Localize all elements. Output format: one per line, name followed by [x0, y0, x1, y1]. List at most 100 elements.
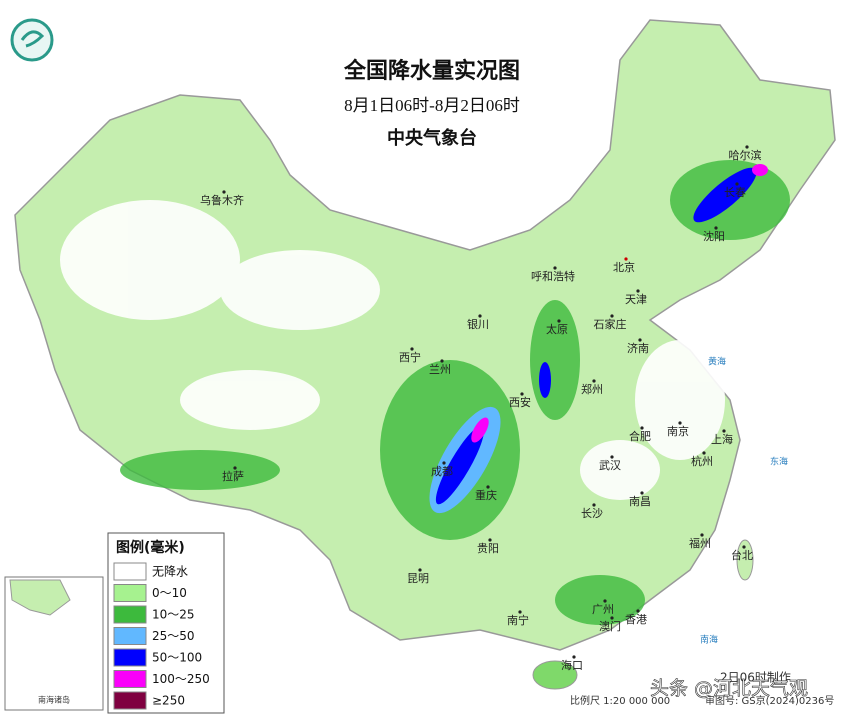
city-label: 银川	[467, 317, 489, 331]
dry-areas	[60, 185, 725, 500]
legend-swatch	[113, 648, 147, 667]
city-label: 南昌	[629, 495, 651, 508]
hainan	[532, 660, 578, 690]
city-dot	[486, 485, 490, 489]
city-label: 成都	[431, 465, 453, 478]
sea-label: 南海	[700, 634, 718, 646]
legend-swatch	[113, 670, 147, 688]
city-label: 西宁	[399, 350, 421, 364]
city-dot	[233, 466, 237, 470]
city-label: 广州	[592, 603, 614, 616]
legend-swatch	[113, 584, 147, 602]
sea-label: 东海	[770, 456, 788, 468]
city-dot	[714, 226, 718, 230]
agency: 中央气象台	[387, 127, 477, 149]
legend-swatch	[113, 562, 147, 581]
city-label: 南宁	[507, 613, 529, 627]
city-label: 北京	[613, 260, 635, 274]
legend-label: 50～100	[152, 651, 202, 665]
city-dot	[442, 461, 446, 465]
inset-land	[9, 579, 71, 616]
city-label: 天津	[625, 293, 647, 306]
city-dot	[418, 568, 422, 572]
city-dot	[640, 491, 644, 495]
inset-label: 南海诸岛	[38, 695, 70, 705]
legend-swatch	[113, 691, 147, 710]
city-label: 郑州	[581, 382, 603, 396]
legend-items: 无降水 0～10 10～25 25～50 50～100 100～250 ≥250	[113, 562, 210, 710]
city-label: 昆明	[407, 572, 429, 585]
legend-swatch	[113, 627, 147, 645]
city-label: 海口	[561, 658, 583, 672]
city-label: 长沙	[581, 507, 603, 520]
city-dot	[478, 314, 482, 318]
made-time: 2日06时制作	[720, 671, 791, 685]
rain-areas	[120, 160, 790, 625]
city-dot	[488, 538, 492, 542]
legend-label: 无降水	[152, 565, 188, 579]
city-dot	[636, 609, 640, 613]
city-dot	[520, 392, 524, 396]
city-dot	[735, 182, 739, 186]
city-label: 拉萨	[222, 469, 244, 483]
scale: 比例尺 1:20 000 000	[570, 694, 670, 707]
city-label: 合肥	[629, 429, 651, 443]
watermark: 头条 @河北天气观	[650, 678, 808, 700]
title: 全国降水量实况图	[343, 58, 520, 84]
city-label: 台北	[731, 548, 753, 562]
legend-title: 图例(毫米)	[116, 539, 185, 556]
city-dot	[745, 145, 749, 149]
sea-label: 黄海	[708, 356, 726, 368]
city-label: 杭州	[691, 454, 713, 468]
city-label: 济南	[627, 341, 649, 355]
legend-label: 25～50	[152, 629, 195, 643]
city-dot	[610, 455, 614, 459]
city-label: 上海	[711, 432, 733, 446]
city-dot	[742, 545, 746, 549]
city-dot	[518, 610, 522, 614]
city-dot	[592, 379, 596, 383]
logo	[10, 18, 54, 62]
city-label: 呼和浩特	[531, 269, 575, 283]
city-dot	[638, 338, 642, 342]
city-dot	[640, 426, 644, 430]
approval: 审图号: GS京(2024)0236号	[705, 694, 834, 707]
legend-label: ≥250	[152, 694, 185, 708]
city-dot	[553, 266, 557, 270]
city-label: 南京	[667, 424, 689, 438]
city-dot	[702, 451, 706, 455]
city-label: 长春	[724, 186, 746, 199]
city-dot	[722, 429, 726, 433]
city-dot	[410, 347, 414, 351]
subtitle: 8月1日06时-8月2日06时	[344, 96, 520, 115]
city-dot	[624, 257, 628, 261]
city-label: 沈阳	[703, 229, 725, 243]
logo-mark	[20, 30, 45, 48]
city-dot	[222, 190, 226, 194]
taiwan	[736, 539, 754, 581]
city-label: 福州	[689, 536, 711, 550]
legend-swatch	[113, 605, 147, 624]
city-label: 太原	[546, 323, 568, 336]
city-dot	[557, 319, 561, 323]
city-dot	[700, 533, 704, 537]
city-dot	[603, 599, 607, 603]
city-dot	[572, 655, 576, 659]
city-label: 西安	[509, 395, 531, 409]
city-label: 乌鲁木齐	[200, 193, 244, 207]
city-dot	[440, 359, 444, 363]
city-dot	[678, 421, 682, 425]
legend-label: 0～10	[152, 586, 187, 600]
city-label: 石家庄	[594, 317, 627, 331]
city-label: 哈尔滨	[729, 148, 762, 162]
city-label: 香港	[625, 613, 647, 626]
city-dot	[610, 314, 614, 318]
city-dot	[610, 616, 614, 620]
city-label: 武汉	[599, 459, 621, 472]
city-dot	[592, 503, 596, 507]
legend-label: 100～250	[152, 672, 210, 686]
city-label: 兰州	[429, 363, 451, 376]
city-dot	[636, 289, 640, 293]
